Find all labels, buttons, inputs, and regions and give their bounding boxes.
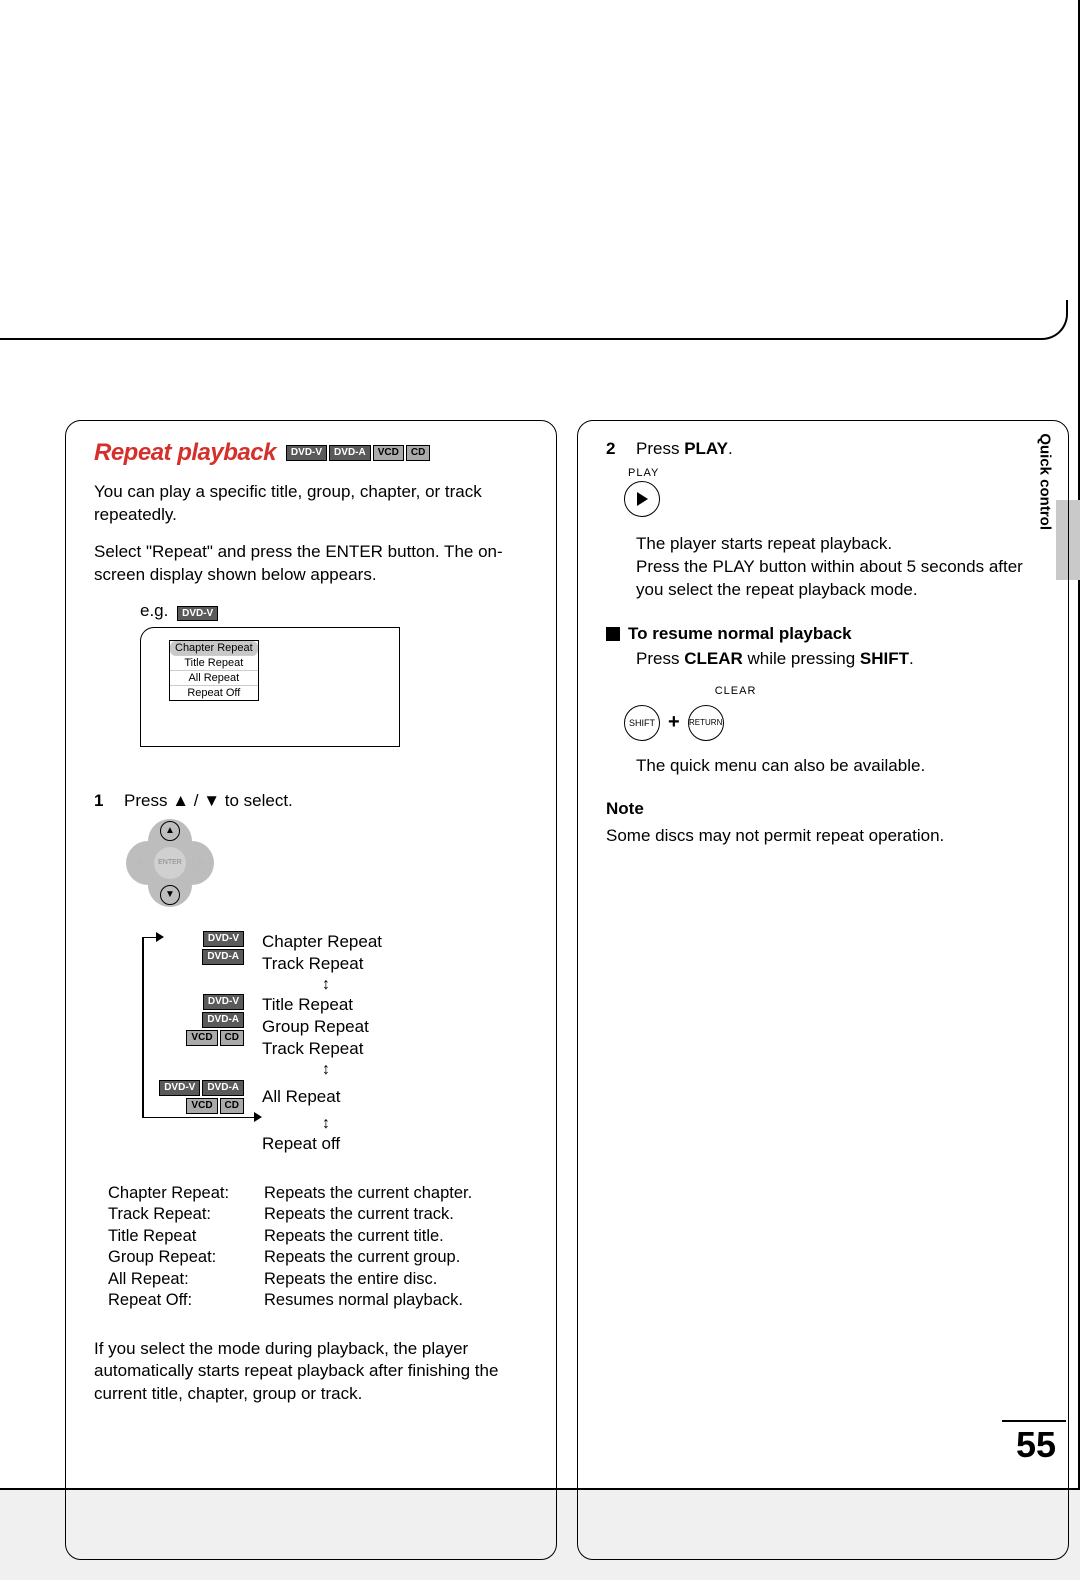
note-body: Some discs may not permit repeat operati… xyxy=(606,825,1046,848)
right-button-icon: ▶ xyxy=(192,853,212,873)
up-button-icon: ▲ xyxy=(160,821,180,841)
repeat-flow: DVD-V DVD-A Chapter Repeat Track Repeat … xyxy=(154,931,534,1155)
intro-2: Select "Repeat" and press the ENTER butt… xyxy=(94,541,534,587)
dpad-icon: ENTER ▲ ▼ ◀ ▶ xyxy=(126,819,214,907)
shift-clear-buttons: SHIFT + RETURN xyxy=(624,705,1046,741)
square-bullet-icon xyxy=(606,627,620,641)
left-column: Repeat playback DVD-V DVD-A VCD CD You c… xyxy=(65,420,557,1560)
manual-page: Quick control Repeat playback DVD-V DVD-… xyxy=(0,0,1080,1490)
updown-arrow-icon: ↕ xyxy=(322,1060,534,1079)
play-button-icon xyxy=(624,481,660,517)
resume-heading: To resume normal playback xyxy=(606,624,1046,644)
quick-menu-text: The quick menu can also be available. xyxy=(636,755,1046,778)
osd-menu: Chapter Repeat Title Repeat All Repeat R… xyxy=(169,640,259,701)
header-divider xyxy=(0,300,1068,340)
updown-arrow-icon: ↕ xyxy=(322,1114,534,1133)
page-number: 55 xyxy=(1016,1424,1056,1466)
updown-arrow-icon: ↕ xyxy=(322,975,534,994)
left-button-icon: ◀ xyxy=(128,853,148,873)
definitions: Chapter Repeat:Repeats the current chapt… xyxy=(108,1183,534,1312)
intro-1: You can play a specific title, group, ch… xyxy=(94,481,534,527)
osd-example: Chapter Repeat Title Repeat All Repeat R… xyxy=(140,627,400,747)
title-badges: DVD-V DVD-A VCD CD xyxy=(286,445,430,461)
play-label: PLAY xyxy=(628,467,1046,479)
note-heading: Note xyxy=(606,799,644,818)
example-label: e.g. DVD-V xyxy=(140,601,534,621)
playback-note: If you select the mode during playback, … xyxy=(94,1338,534,1407)
page-number-rule xyxy=(1002,1420,1066,1423)
clear-label: CLEAR xyxy=(662,685,1046,697)
step-1: 1 Press ▲ / ▼ to select. xyxy=(94,791,534,811)
title-text: Repeat playback xyxy=(94,439,276,467)
return-button-icon: RETURN xyxy=(688,705,724,741)
shift-button-icon: SHIFT xyxy=(624,705,660,741)
section-title: Repeat playback DVD-V DVD-A VCD CD xyxy=(94,439,534,467)
down-button-icon: ▼ xyxy=(160,885,180,905)
play-after-text: The player starts repeat playback. Press… xyxy=(636,533,1046,602)
right-column: 2 Press PLAY. PLAY The player starts rep… xyxy=(577,420,1069,1560)
